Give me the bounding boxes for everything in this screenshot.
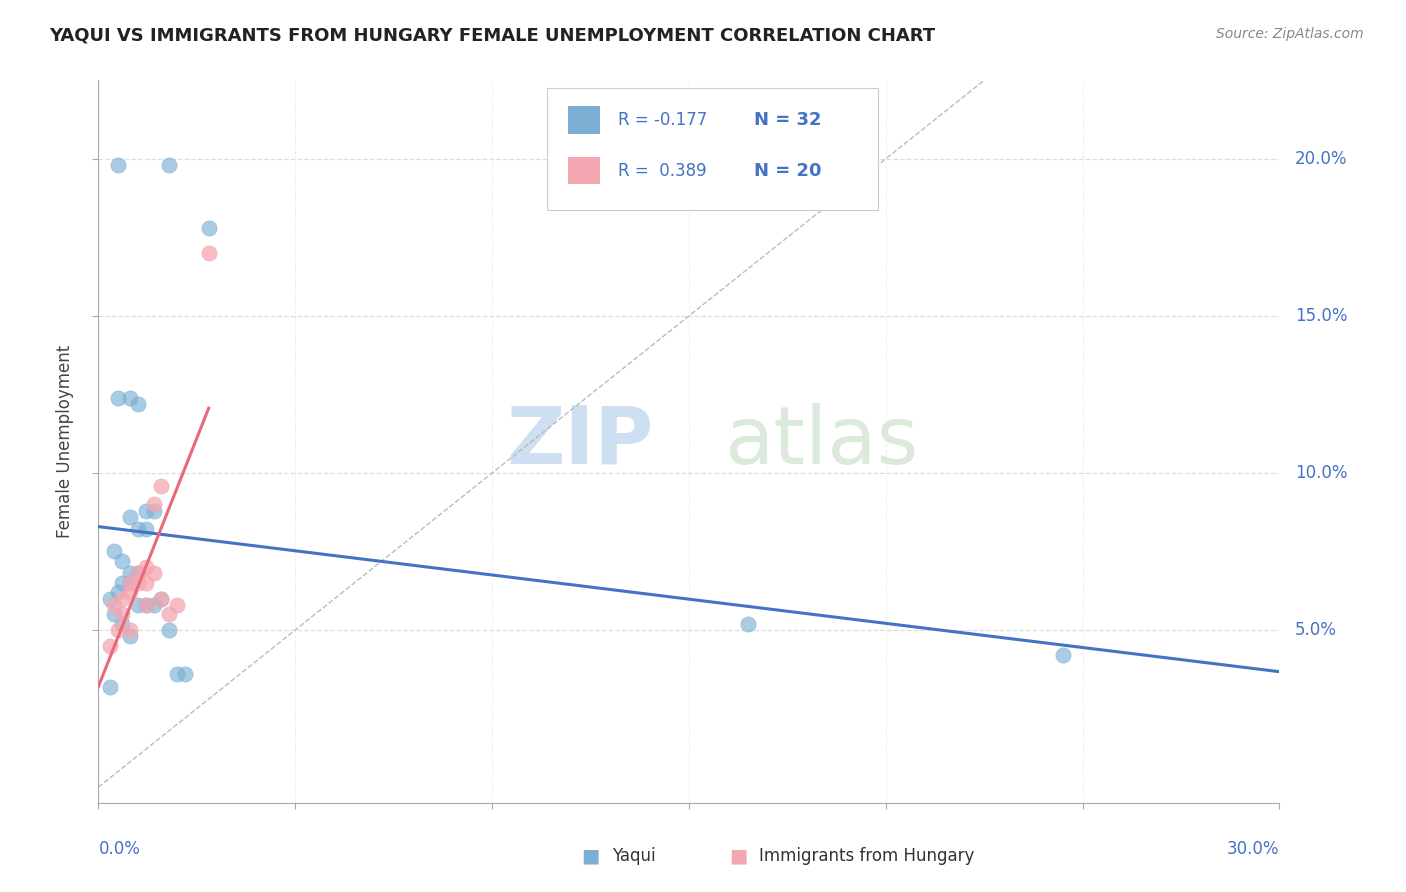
Point — [118, 510, 141, 524]
Text: ZIP: ZIP — [506, 402, 654, 481]
Point — [737, 616, 759, 631]
Point — [150, 478, 173, 492]
Point — [150, 591, 173, 606]
Point — [98, 680, 121, 694]
Point — [135, 560, 157, 574]
Point — [111, 575, 134, 590]
Text: R = -0.177: R = -0.177 — [617, 111, 707, 129]
Point — [174, 667, 197, 681]
Point — [111, 591, 134, 606]
Point — [127, 397, 149, 411]
Text: Yaqui: Yaqui — [612, 847, 655, 865]
Text: 15.0%: 15.0% — [1295, 307, 1348, 325]
Point — [111, 607, 134, 622]
Text: N = 32: N = 32 — [754, 111, 821, 129]
Point — [150, 591, 173, 606]
Point — [118, 566, 141, 581]
Point — [127, 566, 149, 581]
Point — [107, 391, 129, 405]
Text: 0.0%: 0.0% — [98, 840, 141, 858]
FancyBboxPatch shape — [547, 87, 877, 211]
Point — [135, 575, 157, 590]
Point — [135, 598, 157, 612]
Point — [98, 591, 121, 606]
Point — [135, 503, 157, 517]
Point — [142, 497, 165, 511]
Point — [166, 598, 188, 612]
Point — [142, 566, 165, 581]
Point — [127, 575, 149, 590]
Text: Immigrants from Hungary: Immigrants from Hungary — [759, 847, 974, 865]
Text: 5.0%: 5.0% — [1295, 621, 1337, 639]
Point — [166, 667, 188, 681]
Point — [157, 158, 180, 172]
Point — [111, 616, 134, 631]
Text: ■: ■ — [581, 847, 600, 866]
Point — [142, 598, 165, 612]
Text: ■: ■ — [728, 847, 748, 866]
Text: 10.0%: 10.0% — [1295, 464, 1348, 482]
Point — [1052, 648, 1074, 662]
Point — [107, 158, 129, 172]
Point — [103, 607, 125, 622]
Point — [127, 523, 149, 537]
Point — [118, 391, 141, 405]
Point — [107, 623, 129, 637]
Point — [127, 598, 149, 612]
Point — [142, 503, 165, 517]
Point — [118, 575, 141, 590]
Point — [157, 623, 180, 637]
Point — [103, 544, 125, 558]
Point — [111, 554, 134, 568]
Text: atlas: atlas — [724, 402, 918, 481]
Point — [118, 575, 141, 590]
Text: R =  0.389: R = 0.389 — [617, 161, 706, 179]
Point — [118, 623, 141, 637]
Point — [135, 523, 157, 537]
Point — [157, 607, 180, 622]
Point — [118, 585, 141, 599]
Text: 30.0%: 30.0% — [1227, 840, 1279, 858]
Y-axis label: Female Unemployment: Female Unemployment — [56, 345, 75, 538]
Point — [103, 598, 125, 612]
Point — [107, 585, 129, 599]
Point — [118, 629, 141, 643]
Point — [197, 246, 219, 260]
Text: 20.0%: 20.0% — [1295, 150, 1348, 168]
FancyBboxPatch shape — [568, 106, 600, 134]
Point — [127, 566, 149, 581]
Text: YAQUI VS IMMIGRANTS FROM HUNGARY FEMALE UNEMPLOYMENT CORRELATION CHART: YAQUI VS IMMIGRANTS FROM HUNGARY FEMALE … — [49, 27, 935, 45]
Text: N = 20: N = 20 — [754, 161, 821, 179]
Text: Source: ZipAtlas.com: Source: ZipAtlas.com — [1216, 27, 1364, 41]
FancyBboxPatch shape — [568, 157, 600, 185]
Point — [98, 639, 121, 653]
Point — [197, 221, 219, 235]
Point — [135, 598, 157, 612]
